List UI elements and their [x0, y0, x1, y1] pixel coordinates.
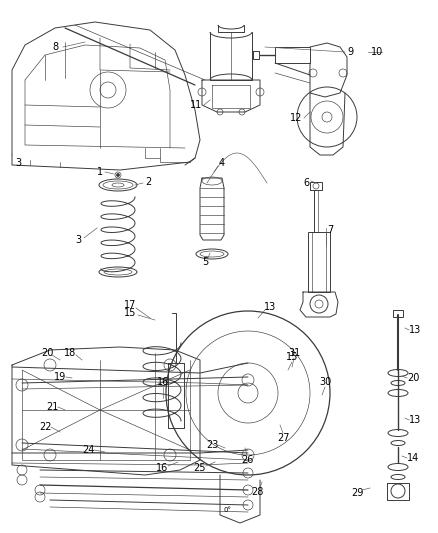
Text: 23: 23 [206, 440, 218, 450]
Text: 10: 10 [371, 47, 383, 57]
Text: 6: 6 [303, 178, 309, 188]
Text: 30: 30 [319, 377, 331, 387]
Text: 16: 16 [157, 377, 169, 387]
Text: 29: 29 [351, 488, 363, 498]
Text: 13: 13 [264, 302, 276, 312]
Circle shape [117, 174, 120, 176]
Text: 15: 15 [286, 352, 298, 362]
Text: 5: 5 [202, 257, 208, 267]
Text: 19: 19 [54, 372, 66, 382]
Text: 11: 11 [190, 100, 202, 110]
Text: 3: 3 [75, 235, 81, 245]
Text: 9: 9 [347, 47, 353, 57]
Text: 13: 13 [409, 415, 421, 425]
Bar [393, 310, 403, 317]
Text: 31: 31 [288, 348, 300, 358]
Text: 15: 15 [124, 308, 136, 318]
Text: 18: 18 [64, 348, 76, 358]
Text: 0°: 0° [224, 507, 232, 513]
Text: 14: 14 [407, 453, 419, 463]
Text: 22: 22 [39, 422, 51, 432]
Text: 8: 8 [52, 42, 58, 52]
Text: 1: 1 [97, 167, 103, 177]
Text: 27: 27 [277, 433, 289, 443]
Text: 28: 28 [251, 487, 263, 497]
Text: 17: 17 [124, 300, 136, 310]
Text: 20: 20 [41, 348, 53, 358]
Text: 26: 26 [241, 455, 253, 465]
Text: 16: 16 [156, 463, 168, 473]
Text: 24: 24 [82, 445, 94, 455]
Text: 25: 25 [194, 463, 206, 473]
Bar [308, 232, 330, 292]
Text: 3: 3 [15, 158, 21, 168]
Text: 7: 7 [327, 225, 333, 235]
Text: 2: 2 [145, 177, 151, 187]
Text: 20: 20 [407, 373, 419, 383]
Text: 12: 12 [290, 113, 302, 123]
Bar [310, 182, 322, 190]
Text: 4: 4 [219, 158, 225, 168]
Text: 13: 13 [409, 325, 421, 335]
Text: 21: 21 [46, 402, 58, 412]
